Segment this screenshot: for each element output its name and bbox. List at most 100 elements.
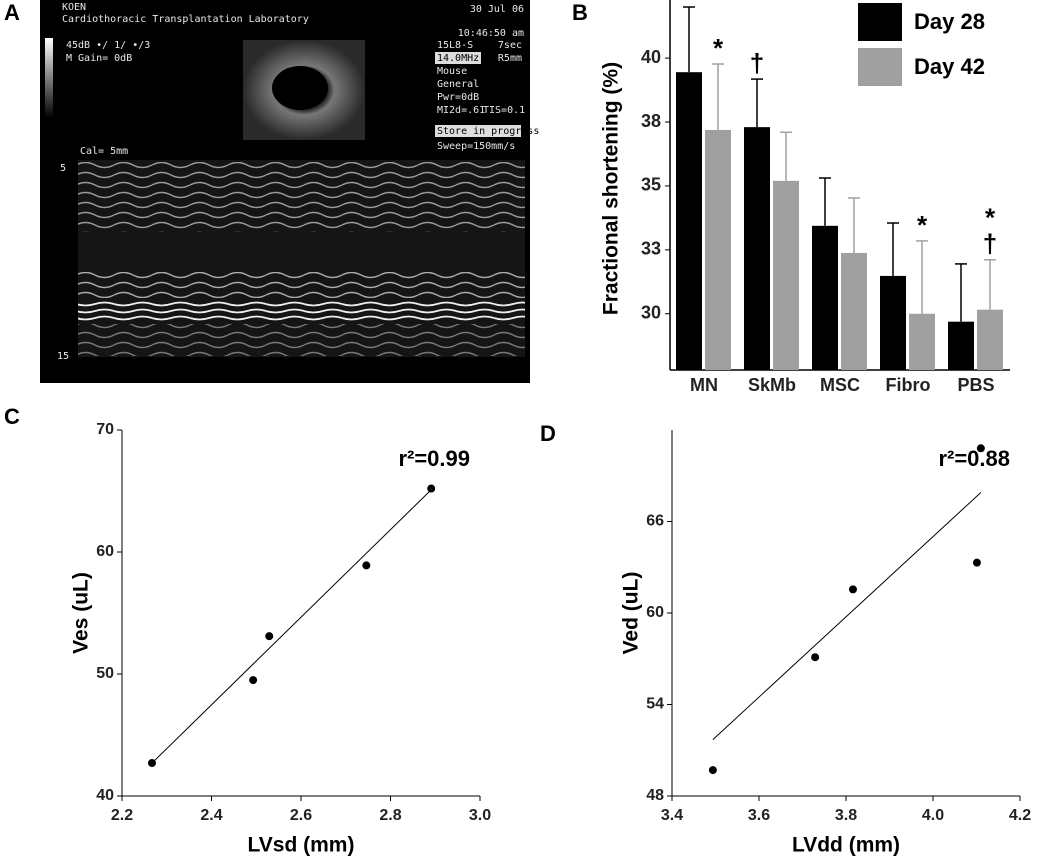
y-tick-label: 60 [96,543,114,560]
y-tick-label: 38 [641,111,661,131]
x-tick-label: 3.6 [748,807,770,824]
y-tick-label: 60 [646,604,664,621]
x-tick-label: SkMb [748,375,796,395]
data-point [972,558,981,567]
x-tick-label: 4.0 [922,807,944,824]
annotation: r²=0.88 [938,446,1010,471]
x-tick-label: 2.6 [290,807,312,824]
panel-label: B [572,0,588,25]
m-mode-texture [78,272,525,298]
us-text: 15L8-S [437,40,473,51]
panel-label: C [4,404,20,429]
us-text: Cal= 5mm [80,146,128,157]
x-axis-label: LVsd (mm) [248,834,355,857]
y-tick-label: 30 [641,303,661,323]
significance-mark: * [713,33,724,63]
us-text: 15 [57,351,69,362]
data-point [811,653,820,662]
ventricle-cavity [272,66,328,110]
us-text: M Gain= 0dB [66,53,132,64]
gray-scale-bar [45,38,53,118]
x-tick-label: 3.8 [835,807,857,824]
bar [812,225,838,370]
x-tick-label: 2.8 [379,807,401,824]
highlight-box [435,125,521,137]
us-text: Sweep=150mm/s [437,141,515,152]
highlight-box [435,52,481,64]
bar [841,252,867,370]
y-tick-label: 35 [641,175,661,195]
us-text: R5mm [498,53,522,64]
fit-line [712,492,982,740]
x-tick-label: 2.2 [111,807,133,824]
bar [880,275,906,370]
y-tick-label: 33 [641,239,661,259]
bar [773,180,799,370]
data-point [362,561,371,570]
y-tick-label: 70 [96,421,114,438]
m-mode-texture [78,324,525,356]
data-point [265,632,274,641]
data-point [249,676,258,685]
us-text: Pwr=0dB [437,92,479,103]
significance-mark: * [917,210,928,240]
x-tick-label: 3.0 [469,807,491,824]
legend-label: Day 42 [914,54,985,79]
x-tick-label: MSC [820,375,860,395]
us-text: General [437,79,479,90]
m-mode-texture [78,300,525,322]
y-tick-label: 40 [96,787,114,804]
bar [705,129,731,370]
x-tick-label: MN [690,375,718,395]
bar [676,72,702,371]
us-text: Mouse [437,66,467,77]
us-text: 10:46:50 am [458,28,524,39]
x-tick-label: Fibro [886,375,931,395]
significance-mark: † [750,48,764,78]
us-text: KOEN [62,2,86,13]
us-text: Store in progress [437,126,539,137]
x-axis-label: LVdd (mm) [792,834,900,857]
us-text: Cardiothoracic Transplantation Laborator… [62,14,309,25]
y-axis-label: Ves (uL) [70,572,93,654]
legend-label: Day 28 [914,9,985,34]
significance-mark: * [985,203,996,233]
us-text: 5 [60,163,66,174]
bar [948,321,974,370]
us-text: 14.0MHz [437,53,479,64]
us-text: 7sec [498,40,522,51]
fit-line [151,489,432,764]
y-tick-label: 48 [646,787,664,804]
data-point [427,484,436,493]
y-tick-label: 54 [646,696,664,713]
x-tick-label: PBS [957,375,994,395]
significance-mark: † [983,229,997,259]
m-mode-texture [78,162,525,232]
ultrasound-image: KOEN Cardiothoracic Transplantation Labo… [40,0,539,383]
y-axis-label: Fractional shortening (%) [600,62,623,315]
us-text: 45dB •/ 1/ •/3 [66,40,150,51]
y-axis-label: Ved (uL) [620,572,643,655]
y-tick-label: 66 [646,513,664,530]
panel-label: D [540,421,556,446]
x-tick-label: 2.4 [200,807,222,824]
y-tick-label: 50 [96,665,114,682]
us-text: TIS=0.1 [483,105,525,116]
data-point [147,759,156,768]
x-tick-label: 3.4 [661,807,683,824]
data-point [708,766,717,775]
data-point [848,585,857,594]
x-tick-label: 4.2 [1009,807,1031,824]
data-point [976,444,985,453]
us-text: MI2d=.61 [437,105,485,116]
legend-swatch [858,48,902,86]
annotation: r²=0.99 [398,446,470,471]
bar [909,313,935,370]
panel-label: A [4,0,20,25]
y-tick-label: 40 [641,47,661,67]
legend-swatch [858,3,902,41]
bar [977,309,1003,370]
bar [744,127,770,370]
us-text: 30 Jul 06 [470,4,524,15]
